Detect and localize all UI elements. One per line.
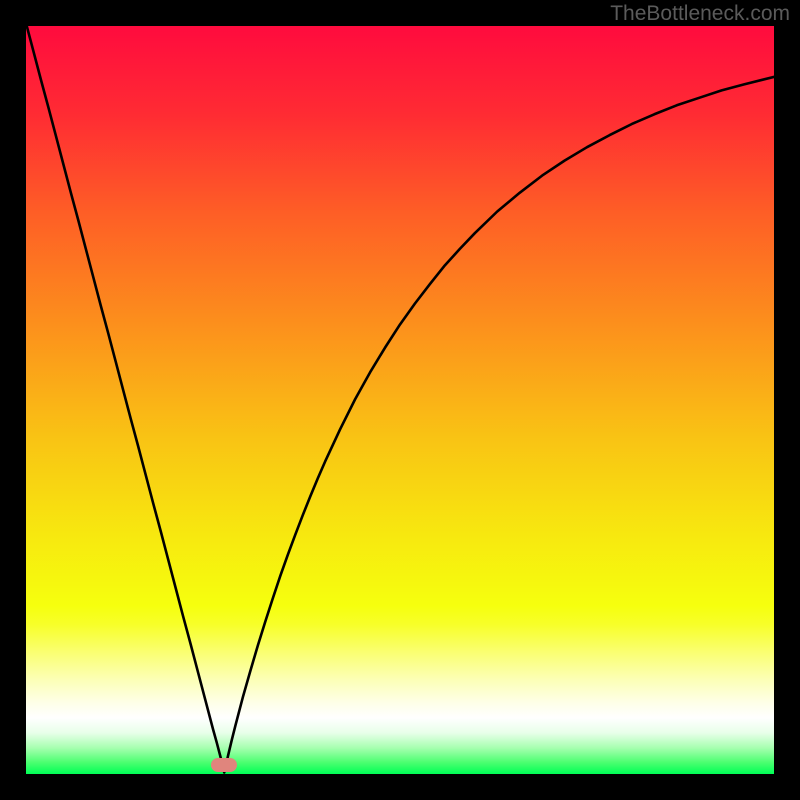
plot-area bbox=[26, 26, 774, 774]
watermark-text: TheBottleneck.com bbox=[610, 2, 790, 26]
gradient-bg bbox=[26, 26, 774, 774]
chart-frame: TheBottleneck.com bbox=[0, 0, 800, 800]
chart-svg bbox=[26, 26, 774, 774]
optimal-marker bbox=[211, 758, 237, 772]
